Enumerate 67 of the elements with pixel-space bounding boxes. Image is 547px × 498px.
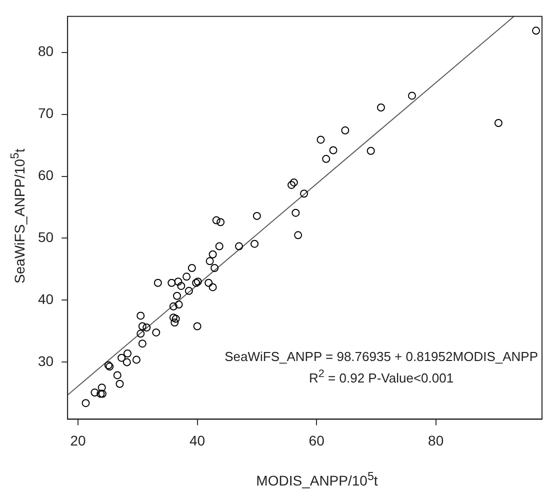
- point: [204, 278, 213, 287]
- point: [98, 384, 106, 392]
- point: [138, 340, 146, 348]
- point: [210, 264, 219, 272]
- point: [366, 146, 375, 155]
- point: [532, 26, 540, 35]
- point: [250, 240, 259, 248]
- point: [182, 272, 191, 281]
- point: [169, 314, 178, 322]
- point: [300, 190, 308, 198]
- point: [82, 399, 90, 408]
- point: [118, 354, 126, 362]
- point: [124, 350, 132, 358]
- point: [172, 314, 180, 323]
- point: [174, 278, 182, 286]
- point: [206, 257, 214, 266]
- y-tick-label: 60: [38, 167, 54, 184]
- x-tick-label: 40: [190, 432, 206, 448]
- x-tick-label: 20: [70, 432, 86, 448]
- point: [292, 208, 300, 217]
- x-tick-label: 80: [428, 432, 444, 448]
- point: [212, 216, 220, 224]
- point: [184, 286, 193, 295]
- point: [288, 180, 296, 189]
- point: [90, 388, 99, 397]
- point: [216, 218, 225, 226]
- point: [142, 323, 151, 332]
- point: [341, 126, 350, 134]
- y-tick-label: 30: [38, 353, 54, 370]
- point: [173, 292, 182, 300]
- point: [215, 242, 224, 250]
- y-tick-label: 40: [38, 291, 54, 308]
- point: [294, 231, 302, 240]
- point: [116, 380, 124, 388]
- point: [193, 322, 202, 330]
- point: [316, 136, 325, 144]
- point: [169, 302, 178, 310]
- y-tick-label: 70: [38, 105, 54, 122]
- point: [136, 312, 145, 320]
- point: [152, 328, 160, 336]
- point: [136, 330, 145, 338]
- point: [138, 322, 146, 330]
- point: [235, 242, 244, 250]
- x-tick-label: 60: [308, 432, 325, 448]
- point: [208, 283, 217, 292]
- point: [170, 318, 179, 327]
- point: [113, 371, 122, 380]
- annotation: R$^{2}$ = 0.92 P-Value<0.001: [309, 368, 454, 386]
- point: [177, 282, 186, 290]
- point: [154, 278, 162, 287]
- y-tick-label: 50: [38, 229, 54, 246]
- point: [188, 264, 196, 272]
- point: [174, 300, 183, 309]
- point: [290, 178, 298, 186]
- point: [122, 358, 131, 366]
- point: [494, 118, 502, 127]
- point: [168, 278, 176, 287]
- y-tick-label: 80: [38, 43, 54, 60]
- annotation: SeaWiFS_ANPP = 98.76935 + 0.81952MODIS_ANPP: [224, 349, 538, 364]
- point: [132, 356, 140, 364]
- point: [252, 212, 261, 220]
- point: [329, 146, 338, 154]
- point: [322, 154, 330, 163]
- point: [208, 250, 217, 258]
- point: [408, 92, 416, 100]
- point: [376, 103, 385, 112]
- x-axis-title: MODIS_ANPP/10$^{5}$t: [256, 470, 378, 489]
